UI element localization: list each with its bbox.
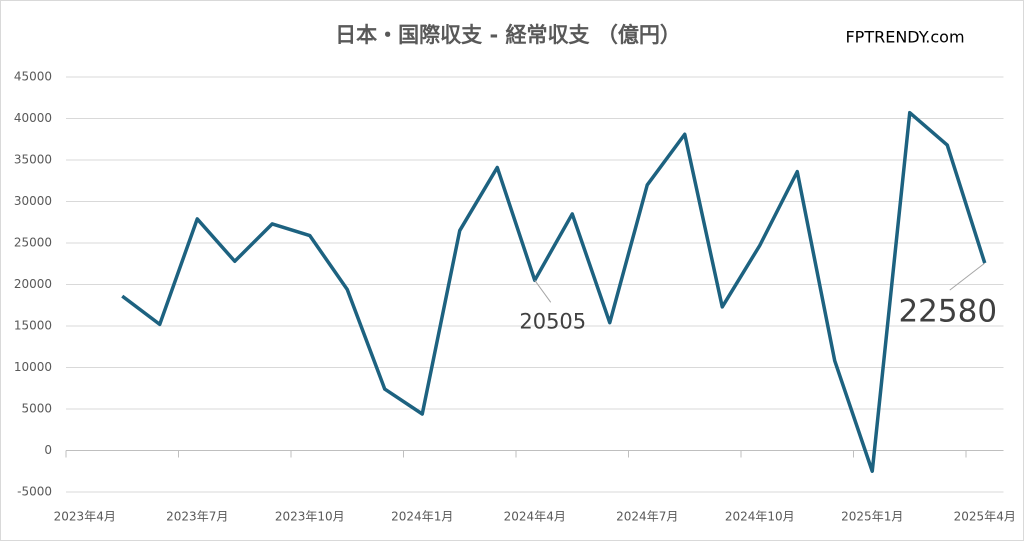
- y-tick-label: -5000: [17, 485, 52, 499]
- x-tick-label: 2025年4月: [954, 510, 1016, 524]
- source-label: FPTRENDY.com: [845, 28, 964, 47]
- y-tick-label: 30000: [14, 194, 52, 208]
- y-tick-label: 10000: [14, 360, 52, 374]
- x-tick-label: 2024年10月: [725, 510, 795, 524]
- data-label: 20505: [519, 309, 586, 333]
- y-tick-label: 45000: [14, 70, 52, 84]
- leader-line: [534, 280, 552, 303]
- leader-line: [949, 262, 986, 291]
- x-tick-label: 2024年1月: [391, 510, 453, 524]
- x-tick-label: 2024年4月: [504, 510, 566, 524]
- data-line: [121, 110, 987, 473]
- x-tick-label: 2023年10月: [275, 510, 345, 524]
- y-tick-label: 25000: [14, 236, 52, 250]
- y-tick-label: 0: [44, 443, 52, 457]
- y-tick-label: 35000: [14, 153, 52, 167]
- y-tick-label: 5000: [21, 402, 52, 416]
- x-tick-label: 2024年7月: [616, 510, 678, 524]
- chart-title: 日本・国際収支 - 経常収支 （億円）: [335, 23, 681, 47]
- y-tick-label: 20000: [14, 277, 52, 291]
- x-tick-label: 2025年1月: [841, 510, 903, 524]
- y-tick-label: 15000: [14, 319, 52, 333]
- x-tick-label: 2023年4月: [54, 510, 116, 524]
- x-tick-label: 2023年7月: [166, 510, 228, 524]
- data-label: 22580: [898, 294, 997, 330]
- y-tick-label: 40000: [14, 111, 52, 125]
